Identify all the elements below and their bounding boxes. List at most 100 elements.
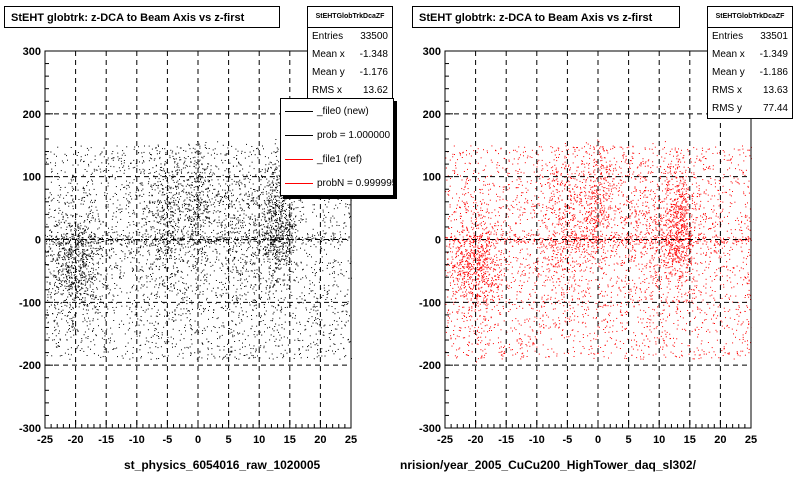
scatter-point	[326, 267, 328, 269]
scatter-point	[294, 221, 296, 223]
scatter-point	[296, 298, 298, 300]
scatter-point	[213, 309, 215, 311]
scatter-point	[86, 281, 88, 283]
scatter-point	[252, 200, 254, 202]
scatter-point	[87, 195, 89, 197]
scatter-point	[327, 291, 329, 293]
scatter-point	[132, 232, 134, 234]
scatter-point	[76, 155, 78, 156]
scatter-point	[313, 208, 315, 210]
scatter-point	[288, 230, 290, 232]
scatter-point	[111, 218, 113, 220]
scatter-point	[165, 186, 167, 188]
scatter-point	[113, 340, 115, 342]
scatter-point	[54, 306, 56, 308]
scatter-point	[182, 313, 184, 315]
scatter-point	[187, 240, 189, 242]
scatter-point	[269, 209, 271, 211]
scatter-point	[140, 331, 141, 333]
scatter-point	[244, 184, 246, 185]
scatter-point	[75, 266, 76, 268]
scatter-point	[299, 321, 301, 323]
scatter-point	[72, 321, 73, 323]
scatter-point	[51, 171, 52, 173]
scatter-point	[198, 326, 200, 328]
scatter-point	[217, 179, 219, 181]
scatter-point	[180, 196, 182, 197]
scatter-point	[179, 147, 181, 149]
scatter-point	[81, 348, 83, 350]
scatter-point	[225, 193, 226, 195]
scatter-point	[213, 173, 215, 175]
scatter-point	[339, 264, 341, 266]
scatter-point	[307, 255, 309, 257]
scatter-point	[58, 262, 59, 264]
scatter-point	[302, 339, 304, 341]
scatter-point	[333, 217, 335, 219]
scatter-point	[137, 290, 139, 292]
scatter-point	[178, 192, 180, 194]
scatter-point	[331, 300, 333, 302]
scatter-point	[306, 264, 308, 266]
scatter-point	[224, 286, 225, 288]
scatter-point	[199, 351, 201, 353]
scatter-point	[172, 194, 174, 196]
scatter-point	[81, 258, 83, 259]
scatter-point	[139, 345, 141, 346]
scatter-point	[187, 246, 189, 248]
scatter-point	[69, 304, 71, 306]
scatter-point	[183, 188, 185, 190]
scatter-point	[46, 223, 48, 225]
scatter-point	[329, 338, 331, 340]
scatter-point	[221, 236, 223, 238]
scatter-point	[184, 292, 186, 293]
scatter-point	[176, 192, 177, 194]
scatter-point	[229, 206, 231, 208]
scatter-point	[155, 315, 157, 317]
scatter-point	[264, 324, 266, 325]
scatter-point	[219, 200, 221, 202]
scatter-point	[129, 307, 131, 309]
scatter-point	[178, 219, 179, 221]
scatter-point	[233, 277, 235, 279]
scatter-point	[273, 283, 275, 285]
scatter-point	[89, 206, 90, 208]
scatter-point	[196, 358, 198, 360]
scatter-point	[255, 219, 257, 221]
scatter-point	[150, 336, 152, 338]
scatter-point	[233, 194, 234, 196]
scatter-point	[95, 335, 97, 337]
scatter-point	[274, 172, 276, 174]
scatter-point	[111, 247, 113, 249]
scatter-point	[55, 343, 57, 345]
scatter-point	[50, 297, 52, 299]
scatter-point	[274, 212, 276, 214]
scatter-point	[98, 248, 100, 250]
scatter-point	[193, 213, 195, 215]
scatter-point	[243, 355, 245, 356]
scatter-point	[82, 297, 84, 299]
scatter-point	[124, 169, 126, 171]
scatter-point	[188, 191, 190, 193]
scatter-point	[254, 263, 256, 265]
scatter-point	[156, 221, 158, 223]
scatter-point	[162, 236, 163, 238]
scatter-point	[57, 178, 59, 180]
scatter-point	[198, 331, 200, 333]
scatter-point	[81, 338, 83, 340]
scatter-point	[205, 216, 207, 218]
scatter-point	[91, 217, 93, 219]
scatter-point	[303, 299, 305, 301]
scatter-point	[159, 156, 161, 158]
scatter-point	[165, 248, 167, 250]
scatter-point	[83, 252, 85, 254]
scatter-point	[321, 248, 323, 250]
scatter-point	[176, 166, 178, 168]
scatter-point	[324, 221, 326, 223]
scatter-point	[287, 248, 289, 250]
scatter-point	[272, 190, 274, 192]
scatter-point	[295, 207, 297, 209]
scatter-point	[106, 306, 108, 308]
scatter-point	[160, 248, 162, 250]
scatter-point	[238, 312, 240, 314]
